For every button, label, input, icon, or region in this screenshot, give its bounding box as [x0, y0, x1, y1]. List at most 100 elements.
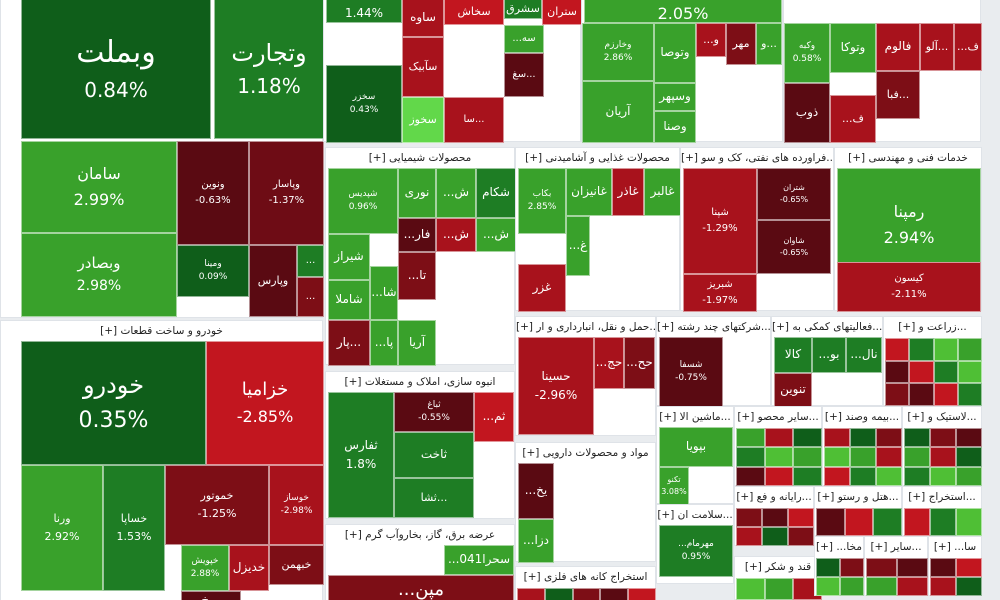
stock-tile[interactable] [850, 466, 876, 486]
sector-title[interactable]: [+] محصولات غذایی و آشامیدنی [516, 148, 679, 168]
sector-title[interactable]: [+] محصولات شیمیایی [326, 148, 514, 168]
stock-tile[interactable] [876, 466, 902, 486]
stock-tile[interactable] [930, 508, 956, 536]
stock-tile[interactable] [824, 447, 850, 467]
stock-tile[interactable]: ... [297, 245, 324, 277]
sector-title[interactable]: [+] سایر محصو... [735, 407, 821, 427]
stock-tile[interactable]: مهر [726, 23, 756, 65]
stock-tile[interactable] [885, 383, 910, 406]
stock-tile[interactable]: وپاسار -1.37% [249, 141, 324, 245]
sector-title[interactable]: [+] هتل و رستو... [815, 487, 901, 507]
stock-tile[interactable]: آلو... [920, 23, 954, 71]
stock-tile[interactable]: تنوین [774, 373, 812, 407]
stock-tile[interactable] [909, 360, 934, 384]
stock-tile[interactable]: ...و [696, 23, 726, 57]
stock-tile[interactable] [904, 466, 930, 486]
stock-tile[interactable] [736, 508, 762, 527]
stock-tile[interactable] [866, 577, 897, 596]
stock-tile[interactable]: شکام [476, 168, 516, 218]
stock-tile[interactable]: ... [297, 277, 324, 317]
stock-tile[interactable] [956, 447, 982, 467]
sector-title[interactable]: [+] ماشین الا... [657, 407, 733, 427]
sector-title[interactable]: [+] لاستیک و... [903, 407, 981, 427]
stock-tile[interactable]: ...ش [436, 218, 476, 252]
sector-title[interactable]: [+] بیمه وصند... [823, 407, 901, 427]
stock-tile[interactable] [816, 577, 840, 596]
stock-tile[interactable] [933, 338, 958, 361]
sector-title[interactable]: [+] خودرو و ساخت قطعات [1, 321, 322, 341]
stock-tile[interactable]: ...فار [398, 218, 436, 252]
stock-tile[interactable]: سامان 2.99% [21, 141, 177, 233]
stock-tile[interactable]: ...غ [566, 216, 590, 276]
stock-tile[interactable] [844, 508, 874, 536]
stock-tile[interactable]: ...مپن [328, 575, 514, 600]
stock-tile[interactable]: خودرو 0.35% [21, 341, 206, 465]
stock-tile[interactable] [850, 428, 876, 448]
sector-title[interactable]: [+] سایر... [865, 537, 927, 557]
stock-tile[interactable]: خوساز -2.98% [269, 465, 324, 545]
stock-tile[interactable] [764, 447, 794, 467]
stock-tile[interactable]: تکنو 3.08% [659, 467, 689, 505]
stock-tile[interactable]: ونوین -0.63% [177, 141, 249, 245]
sector-title[interactable]: [+] خدمات فنی و مهندسی [835, 148, 981, 168]
stock-tile[interactable]: ...یخ [518, 463, 554, 519]
stock-tile[interactable]: وپارس [249, 245, 297, 317]
stock-tile[interactable] [897, 558, 928, 577]
stock-tile[interactable]: ...ش [436, 168, 476, 218]
stock-tile[interactable]: شتران -0.65% [757, 168, 831, 220]
stock-tile[interactable] [933, 383, 958, 406]
stock-tile[interactable]: ...ش [476, 218, 516, 252]
stock-tile[interactable] [904, 447, 930, 467]
stock-tile[interactable]: ...تا [398, 252, 436, 300]
sector-title[interactable]: [+] ...مخا [815, 537, 863, 557]
stock-tile[interactable] [736, 527, 762, 546]
stock-tile[interactable]: 1.44% [326, 0, 402, 23]
stock-tile[interactable] [956, 577, 982, 596]
stock-tile[interactable]: ثاخت [394, 432, 474, 478]
stock-tile[interactable]: آریا [398, 320, 436, 366]
stock-tile[interactable]: وخارزم 2.86% [582, 23, 654, 81]
stock-tile[interactable]: خزامیا -2.85% [206, 341, 324, 465]
stock-tile[interactable] [764, 466, 794, 486]
stock-tile[interactable] [788, 508, 814, 527]
stock-tile[interactable]: ...بو [812, 337, 846, 373]
stock-tile[interactable]: شپنا -1.29% [683, 168, 757, 274]
stock-tile[interactable]: کیسون -2.11% [837, 262, 981, 312]
stock-tile[interactable] [572, 588, 601, 600]
stock-tile[interactable] [793, 428, 822, 448]
stock-tile[interactable]: ثباغ -0.55% [394, 392, 474, 432]
stock-tile[interactable]: بکاب 2.85% [518, 168, 566, 234]
sector-title[interactable]: [+] استخراج کانه های فلزی [516, 567, 655, 587]
stock-tile[interactable]: شاوان -0.65% [757, 220, 831, 274]
stock-tile[interactable] [866, 558, 897, 577]
stock-tile[interactable]: خ... [181, 591, 241, 600]
stock-tile[interactable]: غزر [518, 264, 566, 312]
sector-title[interactable]: [+] فعالیتهای کمکی به... [772, 317, 882, 337]
stock-tile[interactable]: ...سه [504, 25, 544, 53]
stock-tile[interactable]: شاملا [328, 280, 370, 320]
stock-tile[interactable]: ...پا [370, 320, 398, 366]
stock-tile[interactable]: ...مهرمام 0.95% [659, 525, 733, 577]
sector-title[interactable]: [+] ...سا [929, 537, 981, 557]
sector-title[interactable]: [+] عرضه برق، گاز، بخاروآب گرم [326, 525, 514, 545]
stock-tile[interactable] [840, 558, 864, 577]
stock-tile[interactable]: 2.05% [584, 0, 782, 23]
stock-tile[interactable] [873, 508, 902, 536]
stock-tile[interactable]: ...سحرا041 [444, 545, 514, 575]
stock-tile[interactable] [876, 447, 902, 467]
stock-tile[interactable] [793, 447, 822, 467]
stock-tile[interactable]: ...دزا [518, 519, 554, 563]
stock-tile[interactable] [885, 360, 910, 384]
stock-tile[interactable]: وبصادر 2.98% [21, 233, 177, 317]
stock-tile[interactable] [824, 466, 850, 486]
sector-title[interactable]: [+] قند و شکر [735, 557, 821, 577]
stock-tile[interactable]: وکبه 0.58% [784, 23, 830, 83]
stock-tile[interactable] [904, 508, 930, 536]
stock-tile[interactable] [736, 466, 765, 486]
stock-tile[interactable] [628, 588, 656, 600]
stock-tile[interactable] [909, 383, 934, 406]
stock-tile[interactable] [956, 508, 982, 536]
stock-tile[interactable]: ثشا... [394, 478, 474, 518]
stock-tile[interactable]: کالا [774, 337, 812, 373]
stock-tile[interactable] [816, 558, 840, 577]
